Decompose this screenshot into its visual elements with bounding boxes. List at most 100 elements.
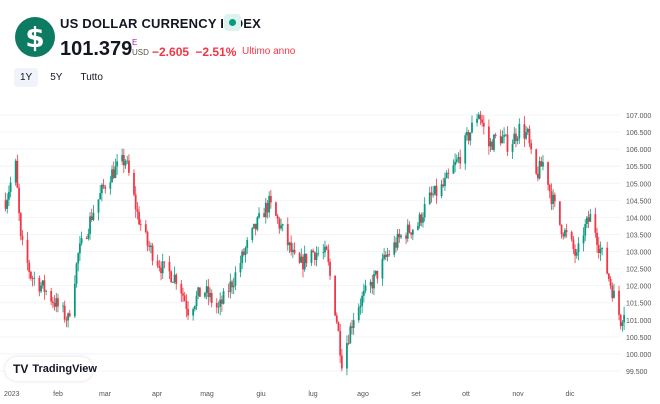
candle-body (305, 253, 308, 264)
candle (264, 197, 267, 224)
range-1y-button[interactable]: 1Y (14, 68, 39, 87)
candle (506, 126, 509, 156)
candle (584, 219, 587, 242)
candle (476, 113, 478, 127)
candle-body (597, 244, 600, 254)
candle-body (53, 302, 56, 307)
candle (207, 279, 210, 306)
candle-body (40, 285, 42, 292)
candle (515, 128, 517, 148)
candle (256, 215, 259, 232)
candle (280, 218, 282, 231)
candle-body (276, 215, 279, 219)
candle (325, 245, 328, 251)
candle (408, 221, 411, 234)
candle-body (459, 157, 462, 164)
candle-body (80, 238, 83, 244)
candle (62, 302, 64, 313)
candle-body (570, 231, 573, 240)
x-tick-label: set (411, 391, 420, 398)
candle-body (503, 135, 505, 137)
candle (357, 303, 360, 323)
candle-body (116, 161, 118, 167)
candle-body (340, 355, 343, 369)
candle (386, 247, 389, 262)
candle-body (565, 230, 568, 232)
candle-body (589, 214, 592, 222)
candle (452, 159, 455, 174)
candle-body (264, 202, 267, 218)
currency-code: USD (132, 48, 149, 57)
candle-body (526, 128, 529, 133)
candle (241, 249, 244, 269)
candle-body (428, 192, 431, 204)
candle (362, 283, 365, 303)
tradingview-logo[interactable]: TV TradingView (5, 357, 97, 381)
candle-body (232, 285, 235, 288)
candle-body (506, 134, 509, 152)
candle-body (50, 291, 53, 302)
candle (420, 212, 423, 227)
candle (45, 289, 48, 296)
range-5y-button[interactable]: 5Y (50, 72, 63, 83)
candle-body (256, 217, 259, 230)
range-all-button[interactable]: Tutto (80, 72, 103, 83)
candle (269, 189, 272, 209)
candle-body (144, 224, 147, 232)
candle-body (244, 248, 247, 255)
candle (197, 286, 200, 300)
candle-body (618, 290, 620, 315)
y-tick-label: 101.500 (626, 301, 651, 308)
candle (528, 125, 531, 148)
candle (574, 244, 576, 264)
candle-body (275, 202, 277, 216)
candle-body (229, 281, 232, 292)
candle (87, 228, 90, 241)
candle (575, 248, 578, 259)
candle-body (329, 261, 331, 276)
candle (217, 301, 220, 314)
candle-body (574, 249, 576, 256)
candle (455, 154, 458, 164)
candle (538, 156, 541, 180)
candle (359, 298, 362, 315)
candle-body (364, 285, 367, 291)
candle-body (613, 290, 615, 299)
candle (560, 224, 563, 239)
candle (199, 287, 201, 297)
candle-body (149, 245, 152, 247)
candle-body (515, 133, 517, 141)
candle-body (239, 263, 242, 273)
candle-body (349, 326, 352, 344)
candle-body (168, 261, 171, 272)
candle (231, 279, 233, 295)
candle (594, 207, 597, 238)
candle-body (405, 235, 407, 239)
candle-body (288, 242, 291, 246)
x-tick-label: ago (357, 391, 369, 398)
candle-body (197, 287, 200, 296)
candle (435, 178, 438, 204)
candle-body (383, 254, 386, 259)
candle (276, 213, 279, 224)
candle (565, 223, 568, 238)
price-change: −2.605 −2.51% (152, 45, 236, 59)
candle (619, 313, 622, 330)
candle (324, 240, 326, 258)
candle (77, 252, 80, 272)
x-tick-label: 2023 (4, 391, 20, 398)
candle-body (494, 134, 497, 137)
candle-body (99, 193, 102, 200)
candle-body (400, 235, 402, 238)
candle-body (599, 248, 602, 254)
x-tick-label: giu (256, 391, 265, 398)
candle-body (410, 232, 413, 235)
y-tick-label: 107.000 (626, 113, 651, 120)
candle (317, 246, 320, 257)
candle-body (222, 291, 225, 304)
candle-body (263, 213, 266, 218)
candle (525, 125, 527, 140)
candle-body (417, 225, 419, 230)
candle (440, 179, 443, 199)
